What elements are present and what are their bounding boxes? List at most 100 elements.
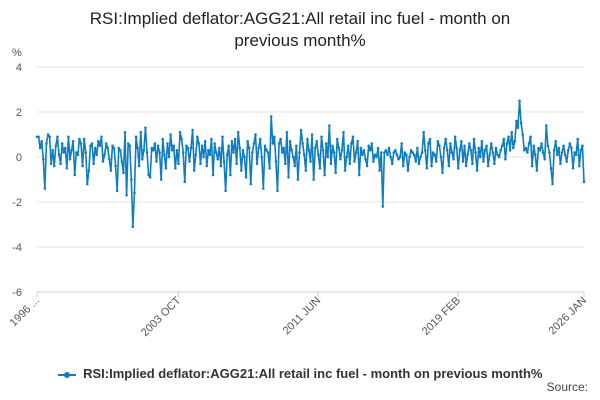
data-point: [92, 162, 95, 166]
data-point: [485, 144, 488, 148]
data-point: [218, 146, 221, 150]
data-point: [472, 137, 476, 141]
data-point: [235, 162, 238, 166]
data-point: [455, 146, 458, 150]
x-tick-label: 2011 JUN: [281, 295, 324, 338]
data-point: [244, 175, 248, 179]
data-point: [510, 130, 513, 134]
data-point: [123, 130, 127, 134]
data-point: [207, 148, 210, 152]
data-point: [82, 137, 86, 141]
data-point: [309, 160, 312, 163]
data-point: [115, 189, 119, 193]
data-point: [274, 160, 278, 163]
data-point: [225, 153, 229, 157]
data-point: [541, 151, 545, 154]
data-point: [538, 148, 542, 152]
data-point: [376, 146, 380, 150]
data-point: [458, 148, 462, 152]
data-point: [441, 171, 444, 175]
data-point: [202, 155, 205, 159]
data-point: [174, 166, 177, 170]
data-point: [526, 151, 529, 154]
data-point: [559, 162, 562, 166]
data-point: [130, 178, 133, 181]
data-point: [434, 160, 438, 163]
data-point: [522, 148, 526, 152]
data-point: [95, 153, 99, 157]
data-point: [67, 135, 70, 139]
data-point: [496, 153, 499, 157]
data-point: [52, 164, 56, 168]
data-point: [236, 130, 240, 134]
data-point: [521, 133, 524, 136]
data-point: [551, 182, 554, 186]
data-point: [386, 153, 389, 157]
data-point: [298, 151, 301, 154]
data-point: [332, 151, 336, 154]
data-point: [169, 133, 172, 136]
data-point: [200, 144, 204, 148]
data-point: [265, 148, 268, 152]
data-point: [247, 146, 251, 150]
data-point: [150, 146, 154, 150]
data-point: [188, 160, 191, 163]
data-point: [291, 155, 295, 159]
data-point: [163, 153, 166, 157]
data-point: [238, 146, 242, 150]
data-point: [144, 126, 147, 130]
x-tick-label: 2019 FEB: [420, 295, 463, 338]
data-point: [548, 151, 551, 154]
data-point: [59, 162, 62, 166]
data-point: [197, 142, 201, 145]
data-point: [86, 182, 89, 186]
data-point: [549, 166, 553, 170]
x-tick-label: 1996 ...: [8, 295, 42, 329]
data-point: [268, 166, 271, 170]
data-point: [214, 151, 218, 154]
data-point: [359, 146, 363, 150]
data-point: [84, 151, 88, 154]
data-point: [513, 139, 517, 143]
data-point: [389, 155, 392, 159]
data-point: [397, 157, 400, 161]
data-point: [373, 153, 377, 157]
data-point: [49, 162, 53, 166]
data-point: [156, 144, 160, 148]
data-point: [119, 148, 122, 152]
y-tick-label: 4: [16, 62, 22, 74]
data-point: [241, 148, 245, 152]
data-point: [537, 146, 540, 150]
data-point: [131, 225, 135, 229]
data-point: [439, 155, 443, 159]
chart-title-line-1: RSI:Implied deflator:AGG21:All retail in…: [89, 9, 511, 28]
data-point: [420, 151, 424, 154]
data-point: [353, 160, 356, 163]
data-point: [254, 133, 257, 136]
data-point: [518, 99, 521, 103]
data-point: [75, 151, 78, 154]
data-point: [423, 148, 427, 152]
data-point: [284, 162, 287, 166]
data-point: [582, 180, 586, 184]
data-point: [172, 144, 176, 148]
data-point: [453, 135, 457, 139]
data-point: [194, 153, 198, 157]
data-point: [427, 142, 430, 145]
data-point: [560, 151, 564, 154]
data-point: [351, 135, 355, 139]
data-point: [425, 166, 429, 170]
data-point: [460, 139, 463, 143]
data-point: [114, 164, 117, 168]
data-point: [63, 146, 67, 150]
data-point: [70, 148, 73, 152]
data-point: [331, 144, 334, 148]
data-point: [282, 146, 286, 150]
data-point: [296, 178, 300, 181]
data-point: [134, 135, 138, 139]
data-point: [219, 164, 223, 168]
data-point: [285, 130, 289, 134]
data-point: [436, 139, 440, 143]
data-point: [108, 157, 111, 161]
data-point: [324, 142, 328, 145]
